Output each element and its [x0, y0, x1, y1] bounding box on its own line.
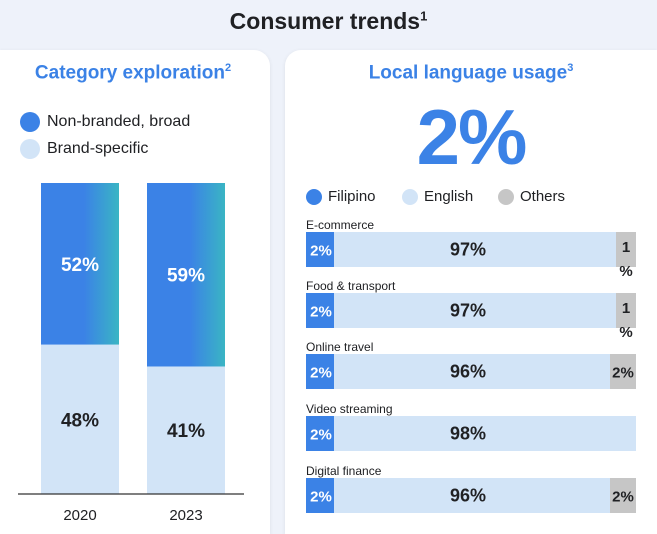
bar-non-branded-2020 — [41, 183, 119, 345]
legend-label-english: English — [424, 188, 474, 205]
value-label-others-online-travel: 2% — [612, 365, 634, 382]
bar-others-e-commerce — [616, 232, 636, 267]
legend-item-brand-specific: Brand-specific — [20, 139, 148, 159]
category-exploration-title-text: Category exploration — [34, 62, 225, 84]
row-label-e-commerce: E-commerce — [306, 218, 374, 232]
x-tick-label-2023: 2023 — [169, 507, 202, 524]
legend-label-brand-specific: Brand-specific — [47, 140, 149, 157]
bar-brand-specific-2020 — [41, 344, 119, 494]
value-label-others-food-transport: 1% — [619, 300, 632, 341]
bar-english-food-transport — [334, 293, 616, 328]
bar-others-online-travel — [610, 354, 636, 389]
bar-label-brand-specific-2023: 41% — [167, 421, 205, 442]
value-label-filipino-e-commerce: 2% — [310, 243, 332, 260]
local-language-footnote: 3 — [567, 62, 574, 74]
legend-item-others: Others — [498, 188, 565, 205]
legend-label-filipino: Filipino — [328, 188, 376, 205]
row-label-online-travel: Online travel — [306, 340, 373, 354]
legend-label-non-branded: Non-branded, broad — [47, 113, 191, 130]
legend-swatch-filipino — [306, 188, 322, 205]
legend-swatch-brand-specific — [20, 139, 40, 159]
bar-label-non-branded-2020: 52% — [61, 255, 99, 276]
bar-others-food-transport — [616, 293, 636, 328]
bar-english-e-commerce — [334, 232, 616, 267]
bar-others-digital-finance — [610, 478, 636, 513]
value-label-english-digital-finance: 96% — [450, 486, 486, 506]
bar-non-branded-2023 — [147, 183, 225, 367]
big-stat-value: 2% — [416, 93, 528, 181]
row-label-food-transport: Food & transport — [306, 279, 396, 293]
value-label-filipino-digital-finance: 2% — [310, 489, 332, 506]
page-title: Consumer trends1 — [0, 8, 657, 35]
value-label-others-e-commerce: 1% — [619, 239, 632, 280]
bar-filipino-video-streaming — [306, 416, 334, 451]
value-label-english-e-commerce: 97% — [450, 240, 486, 260]
legend-label-others: Others — [520, 188, 566, 205]
category-exploration-title: Category exploration2 — [0, 62, 266, 84]
local-language-title: Local language usage3 — [285, 62, 657, 84]
row-label-video-streaming: Video streaming — [306, 402, 393, 416]
row-label-digital-finance: Digital finance — [306, 464, 382, 478]
bar-label-non-branded-2023: 59% — [167, 266, 205, 287]
value-label-english-food-transport: 97% — [450, 301, 486, 321]
bar-filipino-online-travel — [306, 354, 334, 389]
bar-filipino-digital-finance — [306, 478, 334, 513]
category-exploration-footnote: 2 — [224, 62, 232, 74]
value-label-filipino-video-streaming: 2% — [310, 427, 332, 444]
legend-item-non-branded: Non-branded, broad — [20, 112, 190, 132]
local-language-title-text: Local language usage — [368, 62, 568, 84]
legend-swatch-non-branded — [20, 112, 40, 132]
bar-filipino-e-commerce — [306, 232, 334, 267]
value-label-english-video-streaming: 98% — [450, 424, 486, 444]
legend-item-filipino: Filipino — [306, 188, 376, 205]
bar-label-brand-specific-2020: 48% — [61, 410, 99, 431]
bar-english-video-streaming — [334, 416, 636, 451]
bar-english-online-travel — [334, 354, 610, 389]
bar-brand-specific-2023 — [147, 366, 225, 494]
value-label-others-digital-finance: 2% — [612, 489, 634, 506]
bar-english-digital-finance — [334, 478, 610, 513]
local-language-card — [285, 50, 657, 534]
page-title-text: Consumer trends — [229, 8, 421, 34]
legend-item-english: English — [402, 188, 473, 205]
value-label-filipino-food-transport: 2% — [310, 304, 332, 321]
value-label-english-online-travel: 96% — [450, 362, 486, 382]
page-title-footnote: 1 — [420, 8, 428, 24]
legend-swatch-english — [402, 188, 418, 205]
bar-filipino-food-transport — [306, 293, 334, 328]
legend-swatch-others — [498, 188, 514, 205]
x-tick-label-2020: 2020 — [63, 507, 96, 524]
value-label-filipino-online-travel: 2% — [310, 365, 332, 382]
